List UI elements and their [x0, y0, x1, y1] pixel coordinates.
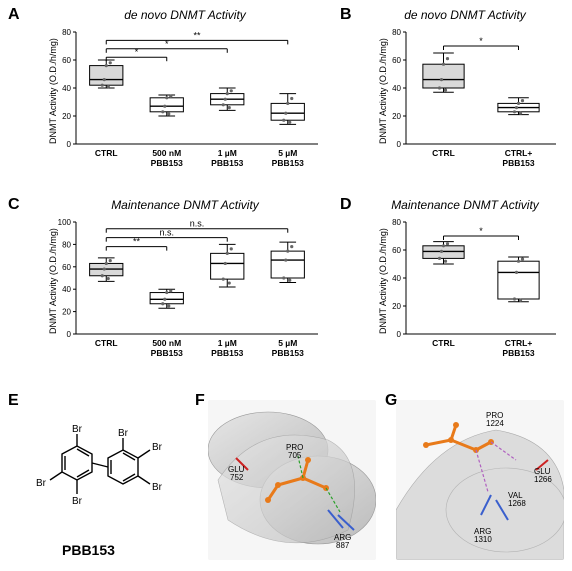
svg-text:20: 20	[62, 112, 71, 121]
svg-text:PBB153: PBB153	[502, 158, 534, 168]
svg-text:PBB153: PBB153	[502, 348, 534, 358]
svg-text:**: **	[193, 30, 201, 40]
svg-text:80: 80	[392, 28, 401, 37]
svg-text:PBB153: PBB153	[151, 348, 183, 358]
atom-br: Br	[72, 496, 83, 507]
svg-text:CTRL: CTRL	[432, 338, 455, 348]
svg-text:DNMT Activity (O.D./h/mg): DNMT Activity (O.D./h/mg)	[378, 38, 388, 144]
panel-label-f: F	[195, 392, 205, 410]
svg-text:5 µM: 5 µM	[278, 148, 297, 158]
atom-br: Br	[72, 424, 83, 435]
svg-text:CTRL: CTRL	[432, 148, 455, 158]
chart-c: 0 20 40 60 80 100DNMT Activity (O.D./h/mg) CTR…	[48, 216, 324, 368]
atom-br: Br	[36, 478, 47, 489]
panel-label-d: D	[340, 196, 352, 214]
svg-text:*: *	[479, 226, 483, 236]
svg-text:20: 20	[392, 302, 401, 311]
svg-text:1 µM: 1 µM	[218, 148, 237, 158]
atom-br: Br	[118, 428, 129, 439]
svg-text:500 nM: 500 nM	[152, 338, 181, 348]
svg-text:80: 80	[392, 218, 401, 227]
chart-a: 0 20 40 60 80 DNMT Activity (O.D./h/mg) CTRL 50…	[48, 26, 324, 178]
residue-label: 1266	[534, 475, 552, 484]
panel-label-b: B	[340, 6, 352, 24]
svg-text:PBB153: PBB153	[211, 348, 243, 358]
svg-text:CTRL: CTRL	[95, 148, 118, 158]
svg-text:40: 40	[392, 274, 401, 283]
svg-text:40: 40	[62, 84, 71, 93]
svg-text:CTRL+: CTRL+	[505, 148, 533, 158]
svg-text:0: 0	[397, 330, 402, 339]
svg-text:0: 0	[67, 330, 72, 339]
svg-text:CTRL: CTRL	[95, 338, 118, 348]
svg-text:PBB153: PBB153	[272, 158, 304, 168]
svg-text:DNMT Activity (O.D./h/mg): DNMT Activity (O.D./h/mg)	[378, 228, 388, 334]
panel-label-a: A	[8, 6, 20, 24]
residue-label: 1310	[474, 535, 492, 544]
svg-text:80: 80	[62, 240, 71, 249]
residue-label: 752	[230, 473, 244, 482]
svg-text:DNMT Activity (O.D./h/mg): DNMT Activity (O.D./h/mg)	[48, 38, 58, 144]
svg-text:40: 40	[62, 285, 71, 294]
svg-text:40: 40	[392, 84, 401, 93]
svg-text:PBB153: PBB153	[151, 158, 183, 168]
svg-text:*: *	[479, 36, 483, 46]
svg-text:60: 60	[392, 246, 401, 255]
chart-b: 0 20 40 60 80 DNMT Activity (O.D./h/mg) CTRL CT…	[378, 26, 562, 178]
molecule-caption: PBB153	[62, 542, 115, 558]
residue-label: 887	[336, 541, 350, 550]
title-d: Maintenance DNMT Activity	[370, 198, 560, 212]
title-c: Maintenance DNMT Activity	[60, 198, 310, 212]
title-a: de novo DNMT Activity	[60, 8, 310, 22]
svg-text:20: 20	[392, 112, 401, 121]
svg-text:DNMT Activity (O.D./h/mg): DNMT Activity (O.D./h/mg)	[48, 228, 58, 334]
residue-label: 1268	[508, 499, 526, 508]
svg-text:CTRL+: CTRL+	[505, 338, 533, 348]
title-b: de novo DNMT Activity	[370, 8, 560, 22]
svg-text:PBB153: PBB153	[211, 158, 243, 168]
docking-panel-f: GLU752 PRO705 ARG887	[208, 400, 376, 560]
svg-text:20: 20	[62, 308, 71, 317]
svg-text:1 µM: 1 µM	[218, 338, 237, 348]
molecule-structure: Br Br Br Br Br Br	[22, 406, 182, 534]
chart-d: 0 20 40 60 80 DNMT Activity (O.D./h/mg) CTRL CT…	[378, 216, 562, 368]
svg-text:n.s.: n.s.	[190, 219, 205, 229]
svg-text:500 nM: 500 nM	[152, 148, 181, 158]
svg-text:60: 60	[392, 56, 401, 65]
svg-text:0: 0	[67, 140, 72, 149]
docking-panel-g: PRO1224 GLU1266 VAL1268 ARG1310	[396, 400, 564, 560]
residue-label: 705	[288, 451, 302, 460]
panel-label-c: C	[8, 196, 20, 214]
residue-label: 1224	[486, 419, 504, 428]
atom-br: Br	[152, 442, 163, 453]
svg-text:PBB153: PBB153	[272, 348, 304, 358]
svg-text:60: 60	[62, 263, 71, 272]
svg-text:80: 80	[62, 28, 71, 37]
svg-text:100: 100	[58, 218, 72, 227]
atom-br: Br	[152, 482, 163, 493]
svg-text:0: 0	[397, 140, 402, 149]
panel-label-e: E	[8, 392, 19, 410]
svg-text:5 µM: 5 µM	[278, 338, 297, 348]
svg-text:60: 60	[62, 56, 71, 65]
